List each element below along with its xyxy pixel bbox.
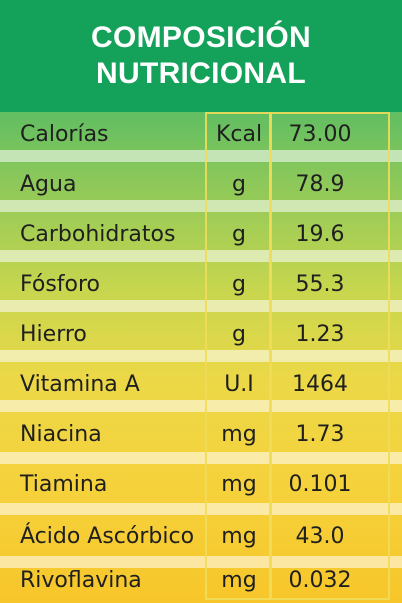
nutrient-unit: g — [232, 271, 246, 297]
row-separator — [0, 250, 402, 262]
nutrient-unit: g — [232, 171, 246, 197]
table-row: Agua g 78.9 — [0, 162, 402, 206]
table-row: Carbohidratos g 19.6 — [0, 212, 402, 256]
row-separator — [0, 350, 402, 362]
table-row: Fósforo g 55.3 — [0, 262, 402, 306]
title-line-2: NUTRICIONAL — [96, 57, 306, 90]
nutrient-name: Rivoflavina — [20, 567, 142, 593]
nutrient-value: 1.73 — [295, 421, 345, 447]
nutrient-unit: mg — [221, 471, 257, 497]
nutrient-unit: mg — [221, 421, 257, 447]
nutrient-unit: mg — [221, 567, 257, 593]
nutrient-value: 0.032 — [288, 567, 352, 593]
table-row: Rivoflavina mg 0.032 — [0, 558, 402, 602]
nutrient-name: Carbohidratos — [20, 221, 176, 247]
row-separator — [0, 150, 402, 162]
nutrient-unit: g — [232, 321, 246, 347]
nutrient-name: Tiamina — [20, 471, 108, 497]
nutrient-name: Agua — [20, 171, 77, 197]
nutrient-name: Vitamina A — [20, 371, 140, 397]
value-column-frame — [270, 112, 390, 600]
nutrient-unit: g — [232, 221, 246, 247]
row-separator — [0, 300, 402, 312]
nutrient-name: Fósforo — [20, 271, 101, 297]
table-row: Ácido Ascórbico mg 43.0 — [0, 514, 402, 558]
row-separator — [0, 503, 402, 515]
nutrient-value: 19.6 — [295, 221, 345, 247]
table-row: Tiamina mg 0.101 — [0, 462, 402, 506]
row-separator — [0, 200, 402, 212]
row-separator — [0, 556, 402, 568]
nutrient-value: 1464 — [292, 371, 348, 397]
nutrient-unit: U.I — [224, 371, 254, 397]
table-row: Vitamina A U.I 1464 — [0, 362, 402, 406]
nutrient-name: Ácido Ascórbico — [20, 523, 195, 549]
row-separator — [0, 452, 402, 464]
nutrient-name: Hierro — [20, 321, 87, 347]
table-row: Hierro g 1.23 — [0, 312, 402, 356]
title-line-1: COMPOSICIÓN — [91, 21, 311, 54]
row-separator — [0, 400, 402, 412]
nutrient-value: 1.23 — [295, 321, 345, 347]
nutrient-value: 43.0 — [295, 523, 345, 549]
nutrient-name: Niacina — [20, 421, 102, 447]
table-row: Niacina mg 1.73 — [0, 412, 402, 456]
nutrient-value: 78.9 — [295, 171, 345, 197]
nutrient-value: 0.101 — [288, 471, 352, 497]
nutrient-unit: Kcal — [215, 121, 263, 147]
nutrient-name: Calorías — [20, 121, 109, 147]
nutrient-unit: mg — [221, 523, 257, 549]
header-banner: COMPOSICIÓN NUTRICIONAL — [0, 0, 402, 112]
nutrient-value: 55.3 — [295, 271, 345, 297]
nutrient-value: 73.00 — [288, 121, 352, 147]
table-row: Calorías Kcal 73.00 — [0, 112, 402, 156]
